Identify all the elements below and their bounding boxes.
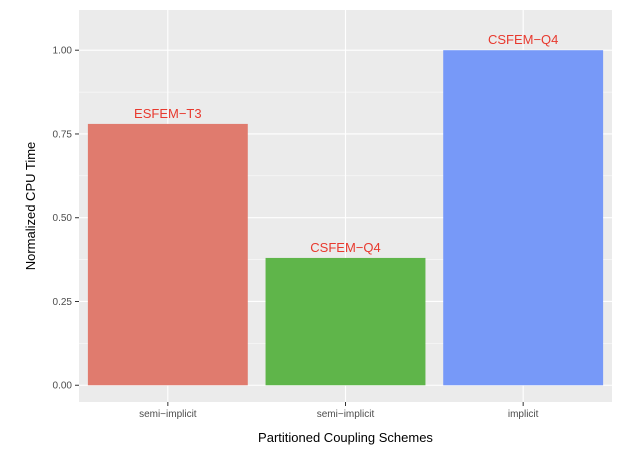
bar-label: CSFEM−Q4 bbox=[310, 240, 380, 255]
bar bbox=[265, 257, 426, 386]
y-tick-label: 1.00 bbox=[53, 46, 73, 57]
y-axis-title: Normalized CPU Time bbox=[23, 142, 38, 271]
y-axis: 0.00 0.25 0.50 0.75 1.00 bbox=[53, 46, 79, 392]
bar-label: ESFEM−T3 bbox=[134, 106, 202, 121]
bar bbox=[87, 123, 248, 386]
x-tick-label: semi−implicit bbox=[317, 409, 375, 420]
bar-labels: ESFEM−T3 CSFEM−Q4 CSFEM−Q4 bbox=[134, 32, 558, 255]
x-axis: semi−implicit semi−implicit implicit bbox=[139, 402, 539, 420]
x-tick-label: implicit bbox=[508, 409, 539, 420]
x-axis-title: Partitioned Coupling Schemes bbox=[258, 430, 433, 445]
y-tick-label: 0.00 bbox=[53, 381, 73, 392]
x-tick-label: semi−implicit bbox=[139, 409, 197, 420]
bars bbox=[87, 50, 604, 386]
y-tick-label: 0.25 bbox=[53, 297, 73, 308]
y-tick-label: 0.75 bbox=[53, 129, 73, 140]
bar-label: CSFEM−Q4 bbox=[488, 32, 558, 47]
bar bbox=[443, 50, 604, 386]
y-tick-label: 0.50 bbox=[53, 213, 73, 224]
